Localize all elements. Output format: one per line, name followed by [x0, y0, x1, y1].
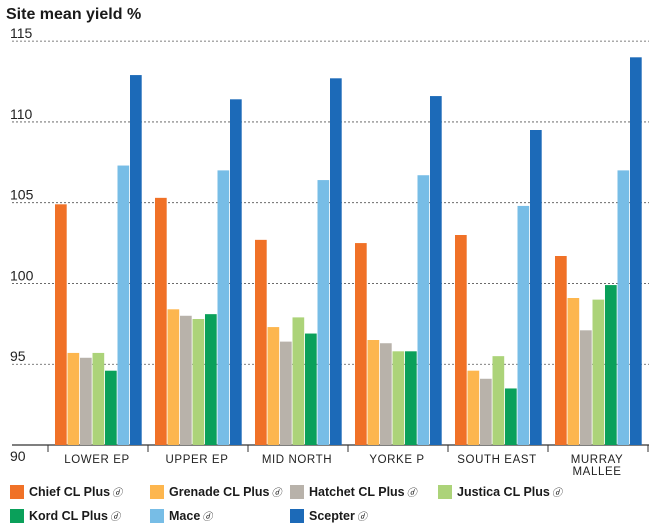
y-tick-label: 105 [10, 187, 34, 203]
bar [380, 343, 392, 445]
bar [317, 180, 330, 446]
bar [192, 319, 205, 445]
legend-item: Grenade CL Plus ⓓ [150, 484, 282, 499]
bar [67, 352, 80, 445]
legend-label: Chief CL Plus [29, 484, 111, 499]
legend-item: Kord CL Plus ⓓ [10, 508, 120, 523]
bar [80, 357, 92, 445]
legend-mark: ⓓ [202, 512, 213, 523]
bar [567, 298, 580, 445]
legend-swatch [438, 484, 452, 499]
bar [367, 340, 380, 445]
legend-label: Grenade CL Plus [169, 484, 270, 499]
legend-swatch [290, 508, 304, 523]
bar [105, 370, 117, 445]
chart-title: Site mean yield % [6, 6, 142, 23]
bar [530, 130, 542, 445]
x-tick-label: MALLEE [573, 466, 622, 478]
bar [455, 235, 467, 445]
bar [605, 285, 617, 445]
bar [417, 175, 430, 445]
bar [617, 170, 630, 445]
legend-label: Scepter [309, 508, 355, 523]
y-tick-label: 100 [10, 267, 34, 283]
legend-item: Justica CL Plus ⓓ [438, 484, 562, 499]
legend-item: Chief CL Plus ⓓ [10, 484, 122, 499]
legend-label: Hatchet CL Plus [309, 484, 405, 499]
x-tick-label: SOUTH EAST [457, 454, 536, 466]
bar [217, 170, 230, 445]
bar [505, 388, 517, 445]
y-tick-label: 110 [10, 106, 33, 122]
bar [405, 351, 417, 445]
legend-mark: ⓓ [271, 488, 282, 499]
x-tick-label: YORKE P [369, 454, 424, 466]
bar [630, 57, 642, 446]
bar [580, 330, 592, 445]
bar [255, 239, 267, 445]
legend-item: Hatchet CL Plus ⓓ [290, 484, 417, 499]
legend-swatch [10, 508, 24, 523]
y-tick-label: 115 [10, 25, 33, 41]
bar [467, 370, 480, 445]
bar [292, 317, 305, 445]
y-tick-label: 95 [10, 348, 26, 364]
legend-label: Justica CL Plus [457, 484, 550, 499]
legend-label: Mace [169, 508, 201, 523]
legend-label: Kord CL Plus [29, 508, 108, 523]
x-tick-label: UPPER EP [166, 454, 229, 466]
bar [167, 309, 180, 445]
chart-legend: Chief CL Plus ⓓ Grenade CL Plus ⓓ Hatchet CL… [10, 484, 645, 526]
bar [117, 165, 130, 446]
legend-swatch [150, 484, 164, 499]
y-tick-label: 90 [10, 448, 26, 464]
legend-swatch [150, 508, 164, 523]
bar [92, 352, 105, 445]
bar [555, 256, 567, 445]
bar [392, 351, 405, 445]
bar-chart: 90 95 100 105 110 115 LOWER EP UPPER EP MID NORT… [10, 25, 649, 478]
legend-mark: ⓓ [356, 512, 367, 523]
bar [180, 315, 192, 445]
x-tick-label: MID NORTH [262, 454, 332, 466]
legend-mark: ⓓ [406, 488, 417, 499]
bar [267, 327, 280, 445]
bar [155, 197, 167, 445]
bar [517, 205, 530, 445]
bar [130, 75, 142, 446]
bar [55, 204, 67, 445]
bar [280, 341, 292, 445]
legend-mark: ⓓ [551, 488, 562, 499]
bar [205, 314, 217, 445]
bar [305, 333, 317, 445]
legend-item: Scepter ⓓ [290, 508, 367, 523]
legend-mark: ⓓ [112, 488, 123, 499]
bar [330, 78, 342, 446]
bar [355, 243, 367, 445]
bar [480, 378, 492, 445]
bar [230, 99, 242, 446]
legend-item: Mace ⓓ [150, 508, 212, 523]
legend-swatch [290, 484, 304, 499]
bar [592, 299, 605, 445]
x-tick-label: LOWER EP [64, 454, 130, 466]
legend-swatch [10, 484, 24, 499]
bar [430, 96, 442, 446]
legend-mark: ⓓ [109, 512, 120, 523]
bar [492, 356, 505, 445]
x-tick-label: MURRAY [571, 454, 624, 466]
